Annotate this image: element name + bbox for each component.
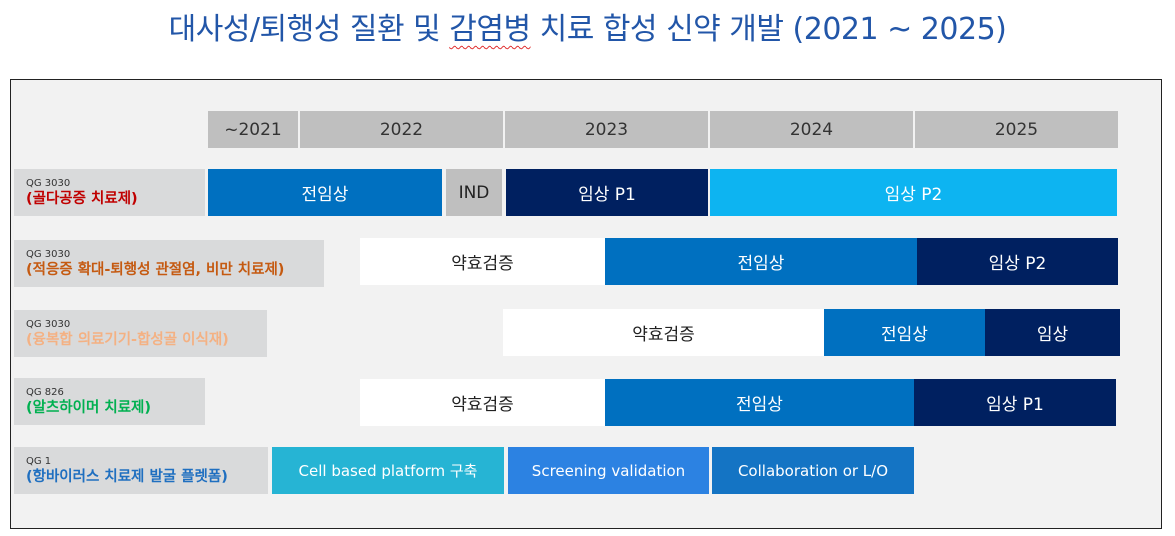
row-name: (항바이러스 치료제 발굴 플렛폼) <box>26 469 228 485</box>
bar-cell-platform: Cell based platform 구축 <box>272 447 504 494</box>
row-code: QG 1 <box>26 456 52 467</box>
bar-clinical: 임상 <box>985 309 1120 356</box>
row-name: (적응증 확대-퇴행성 관절염, 비만 치료제) <box>26 262 285 278</box>
title-part-2: 감염병 <box>449 12 531 47</box>
year-header-2021: ~2021 <box>208 111 298 148</box>
title-part-3: 치료 합성 신약 개발 (2021 ~ 2025) <box>530 12 1007 47</box>
bar-clinical-p2: 임상 P2 <box>917 238 1118 285</box>
row-name: (융복합 의료기기-합성골 이식재) <box>26 332 229 348</box>
bar-preclinical: 전임상 <box>605 238 917 285</box>
row-code: QG 3030 <box>26 249 71 260</box>
year-header-2023: 2023 <box>505 111 708 148</box>
bar-clinical-p1: 임상 P1 <box>914 379 1116 426</box>
row-label-antiviral-platform: QG 1 (항바이러스 치료제 발굴 플렛폼) <box>14 447 268 494</box>
bar-preclinical: 전임상 <box>208 169 442 216</box>
bar-collaboration-lo: Collaboration or L/O <box>712 447 914 494</box>
year-header-2024: 2024 <box>710 111 913 148</box>
row-label-alzheimer: QG 826 (알츠하이머 치료제) <box>14 378 205 425</box>
bar-clinical-p1: 임상 P1 <box>506 169 708 216</box>
bar-preclinical: 전임상 <box>605 379 914 426</box>
row-code: QG 3030 <box>26 178 71 189</box>
bar-ind: IND <box>446 169 502 216</box>
row-name: (알츠하이머 치료제) <box>26 400 152 416</box>
row-label-osteoporosis: QG 3030 (골다공증 치료제) <box>14 169 205 216</box>
row-label-bone-graft: QG 3030 (융복합 의료기기-합성골 이식재) <box>14 310 267 357</box>
bar-efficacy: 약효검증 <box>360 238 605 285</box>
bar-screening-validation: Screening validation <box>508 447 709 494</box>
bar-preclinical: 전임상 <box>824 309 985 356</box>
bar-clinical-p2: 임상 P2 <box>710 169 1117 216</box>
row-code: QG 826 <box>26 387 64 398</box>
page-title: 대사성/퇴행성 질환 및 감염병 치료 합성 신약 개발 (2021 ~ 202… <box>0 4 1175 48</box>
bar-efficacy: 약효검증 <box>360 379 605 426</box>
row-name: (골다공증 치료제) <box>26 191 138 207</box>
row-label-indication-expansion: QG 3030 (적응증 확대-퇴행성 관절염, 비만 치료제) <box>14 240 324 287</box>
year-header-2022: 2022 <box>300 111 503 148</box>
bar-efficacy: 약효검증 <box>503 309 824 356</box>
title-part-1: 대사성/퇴행성 질환 및 <box>168 12 450 47</box>
year-header-2025: 2025 <box>915 111 1118 148</box>
row-code: QG 3030 <box>26 319 71 330</box>
